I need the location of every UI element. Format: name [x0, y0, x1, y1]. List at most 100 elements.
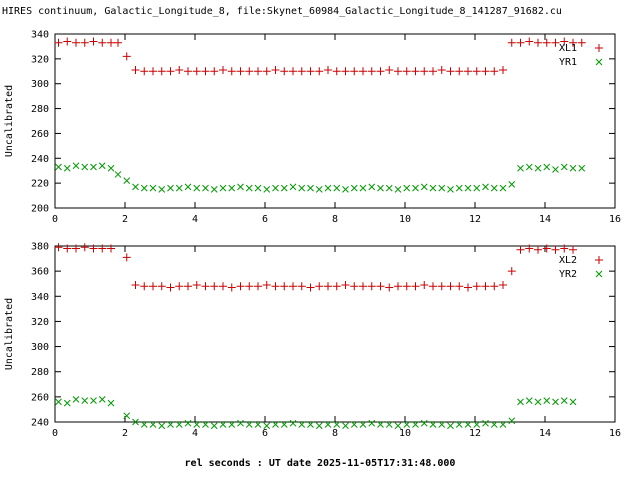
data-point [140, 184, 148, 192]
data-point [140, 67, 149, 76]
data-point [219, 184, 227, 192]
data-point [236, 282, 245, 291]
plot-border [54, 33, 616, 209]
data-point [193, 184, 201, 192]
data-point [411, 67, 420, 76]
data-point [438, 421, 446, 428]
data-point [89, 37, 98, 46]
data-point [98, 396, 106, 403]
data-point [80, 38, 89, 47]
data-point [595, 58, 603, 66]
x-tick-label: 14 [539, 214, 551, 225]
data-point [184, 419, 192, 427]
data-point [254, 421, 262, 428]
data-point [499, 66, 507, 75]
data-point [315, 282, 324, 291]
data-point [315, 186, 323, 193]
data-point [402, 282, 411, 291]
data-point [446, 282, 455, 291]
data-point [98, 244, 107, 253]
data-point [271, 282, 280, 291]
data-point [447, 186, 454, 193]
data-point [227, 283, 236, 292]
y-tick-label: 260 [31, 392, 49, 403]
data-point [507, 38, 516, 47]
x-tick-label: 2 [122, 214, 128, 225]
data-point [534, 245, 542, 254]
data-point [149, 421, 157, 428]
data-point [263, 422, 271, 430]
x-tick-label: 6 [262, 214, 268, 225]
data-point [175, 184, 183, 192]
data-point [578, 164, 586, 172]
legend-label: XL1 [559, 43, 577, 54]
data-point [140, 282, 149, 291]
data-point [236, 67, 245, 76]
data-point [131, 280, 140, 289]
data-point [377, 421, 384, 428]
data-point [517, 398, 524, 406]
data-point [219, 66, 227, 75]
data-point [280, 67, 289, 76]
data-point [490, 67, 499, 76]
data-point [385, 421, 393, 428]
data-point [289, 183, 297, 191]
data-point [298, 184, 306, 192]
data-point [560, 244, 569, 253]
data-point [324, 66, 332, 75]
data-point [455, 67, 464, 76]
data-point [72, 38, 80, 47]
data-point [350, 184, 358, 192]
data-point [254, 282, 262, 291]
data-point [210, 422, 218, 430]
data-point [63, 37, 72, 46]
y-tick-label: 260 [31, 129, 49, 140]
data-point [411, 282, 420, 291]
data-point [228, 184, 236, 192]
data-point [80, 243, 89, 252]
data-point [569, 164, 577, 172]
y-tick-label: 280 [31, 367, 49, 378]
data-point [342, 422, 349, 430]
data-point [72, 162, 80, 170]
data-point [107, 38, 115, 47]
data-point [306, 283, 315, 292]
data-point [376, 282, 385, 291]
data-point [332, 282, 341, 291]
data-point [297, 67, 306, 76]
data-point [367, 67, 376, 76]
data-point [289, 67, 297, 76]
data-point [245, 282, 254, 291]
data-point [490, 421, 498, 428]
legend-label: YR2 [559, 269, 577, 280]
plot-1-canvas: 200 220 240 260 280 300 320 340 0 2 4 6 8 10 12 14 16 Unc… [4, 30, 621, 226]
data-point [157, 67, 166, 76]
x-tick-label: 16 [609, 428, 621, 439]
data-point [140, 421, 148, 428]
data-point [63, 244, 72, 253]
data-point [131, 66, 140, 75]
data-point [595, 256, 603, 264]
data-point [90, 163, 97, 171]
legend-label: YR1 [559, 57, 577, 68]
data-point [551, 245, 560, 254]
data-point [114, 171, 122, 178]
data-point [175, 66, 184, 75]
data-point [192, 67, 201, 76]
data-point [63, 399, 71, 407]
data-point [307, 421, 314, 428]
data-point [367, 282, 376, 291]
data-point [595, 270, 603, 278]
y-tick-label: 320 [31, 54, 49, 65]
data-point [490, 282, 499, 291]
data-point [437, 282, 446, 291]
data-point [508, 417, 516, 425]
data-point [481, 282, 490, 291]
data-point [464, 283, 472, 292]
data-point [332, 67, 341, 76]
legend-label: XL2 [559, 255, 577, 266]
data-point [237, 183, 244, 191]
data-point [394, 282, 402, 291]
data-point [193, 421, 201, 428]
data-point [289, 419, 297, 427]
